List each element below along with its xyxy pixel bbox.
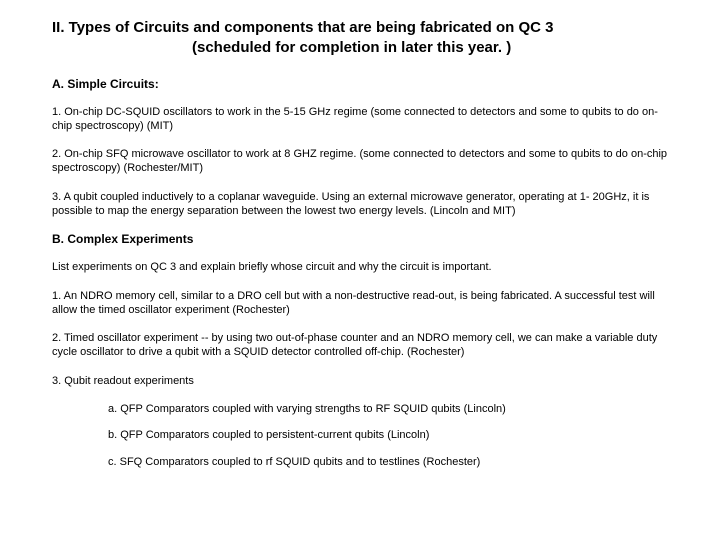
item-a1: 1. On-chip DC-SQUID oscillators to work … bbox=[52, 105, 670, 134]
item-b2: 2. Timed oscillator experiment -- by usi… bbox=[52, 331, 670, 360]
title-line-1: II. Types of Circuits and components tha… bbox=[52, 19, 553, 36]
section-b-intro: List experiments on QC 3 and explain bri… bbox=[52, 260, 670, 274]
item-b1: 1. An NDRO memory cell, similar to a DRO… bbox=[52, 289, 670, 318]
page-title: II. Types of Circuits and components tha… bbox=[52, 18, 670, 59]
section-a-heading: A. Simple Circuits: bbox=[52, 77, 670, 91]
item-a3: 3. A qubit coupled inductively to a copl… bbox=[52, 190, 670, 219]
title-line-2: (scheduled for completion in later this … bbox=[52, 38, 670, 58]
item-b3c: c. SFQ Comparators coupled to rf SQUID q… bbox=[52, 455, 670, 469]
document-page: II. Types of Circuits and components tha… bbox=[0, 0, 720, 501]
item-b3b: b. QFP Comparators coupled to persistent… bbox=[52, 428, 670, 442]
section-b-heading: B. Complex Experiments bbox=[52, 232, 670, 246]
item-b3a: a. QFP Comparators coupled with varying … bbox=[52, 402, 670, 416]
item-b3: 3. Qubit readout experiments bbox=[52, 374, 670, 388]
item-a2: 2. On-chip SFQ microwave oscillator to w… bbox=[52, 147, 670, 176]
